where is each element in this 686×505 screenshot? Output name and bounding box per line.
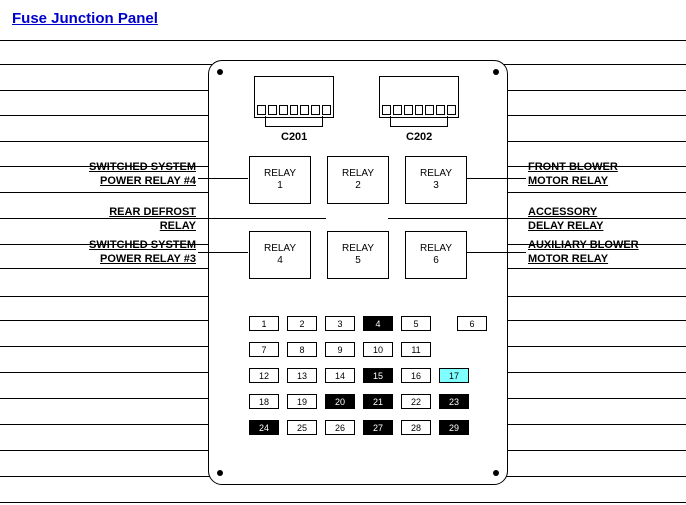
fuse-4: 4 (363, 316, 393, 331)
fuse-6: 6 (457, 316, 487, 331)
relay-num: 4 (277, 255, 283, 267)
relay-text: RELAY (264, 243, 296, 255)
fuse-19: 19 (287, 394, 317, 409)
label-front-blower: FRONT BLOWER MOTOR RELAY (528, 160, 618, 189)
relay-text: RELAY (264, 168, 296, 180)
fuse-22: 22 (401, 394, 431, 409)
fuse-14: 14 (325, 368, 355, 383)
fuse-16: 16 (401, 368, 431, 383)
label-aux-blower: AUXILIARY BLOWER MOTOR RELAY (528, 238, 639, 267)
fuse-1: 1 (249, 316, 279, 331)
label-rear-defrost: REAR DEFROST RELAY (109, 205, 196, 234)
relay-num: 1 (277, 180, 283, 192)
relay-text: RELAY (342, 168, 374, 180)
relay-3: RELAY 3 (405, 156, 467, 204)
fuse-18: 18 (249, 394, 279, 409)
connector-label-c202: C202 (406, 131, 432, 143)
fuse-10: 10 (363, 342, 393, 357)
relay-num: 5 (355, 255, 361, 267)
relay-1: RELAY 1 (249, 156, 311, 204)
label-switched-3: SWITCHED SYSTEM POWER RELAY #3 (89, 238, 196, 267)
fuse-3: 3 (325, 316, 355, 331)
relay-6: RELAY 6 (405, 231, 467, 279)
fuse-9: 9 (325, 342, 355, 357)
fuse-23: 23 (439, 394, 469, 409)
connector-c201 (254, 76, 334, 118)
background-line (0, 40, 686, 41)
relay-text: RELAY (342, 243, 374, 255)
relay-5: RELAY 5 (327, 231, 389, 279)
connector-c202 (379, 76, 459, 118)
relay-num: 6 (433, 255, 439, 267)
label-switched-4: SWITCHED SYSTEM POWER RELAY #4 (89, 160, 196, 189)
fuse-15: 15 (363, 368, 393, 383)
fuse-24: 24 (249, 420, 279, 435)
relay-text: RELAY (420, 243, 452, 255)
fuse-12: 12 (249, 368, 279, 383)
fuse-2: 2 (287, 316, 317, 331)
relay-num: 3 (433, 180, 439, 192)
fuse-29: 29 (439, 420, 469, 435)
fuse-13: 13 (287, 368, 317, 383)
fuse-7: 7 (249, 342, 279, 357)
fuse-25: 25 (287, 420, 317, 435)
fuse-21: 21 (363, 394, 393, 409)
relay-4: RELAY 4 (249, 231, 311, 279)
label-accessory: ACCESSORY DELAY RELAY (528, 205, 603, 234)
background-line (0, 502, 686, 503)
relay-2: RELAY 2 (327, 156, 389, 204)
page-title: Fuse Junction Panel (12, 10, 158, 27)
fuse-28: 28 (401, 420, 431, 435)
fuse-5: 5 (401, 316, 431, 331)
relay-num: 2 (355, 180, 361, 192)
panel-box: C201 C202 RELAY 1 RELAY 2 RELAY 3 RELAY … (208, 60, 508, 485)
fuse-11: 11 (401, 342, 431, 357)
fuse-27: 27 (363, 420, 393, 435)
relay-text: RELAY (420, 168, 452, 180)
connector-label-c201: C201 (281, 131, 307, 143)
fuse-8: 8 (287, 342, 317, 357)
fuse-20: 20 (325, 394, 355, 409)
fuse-26: 26 (325, 420, 355, 435)
fuse-17: 17 (439, 368, 469, 383)
